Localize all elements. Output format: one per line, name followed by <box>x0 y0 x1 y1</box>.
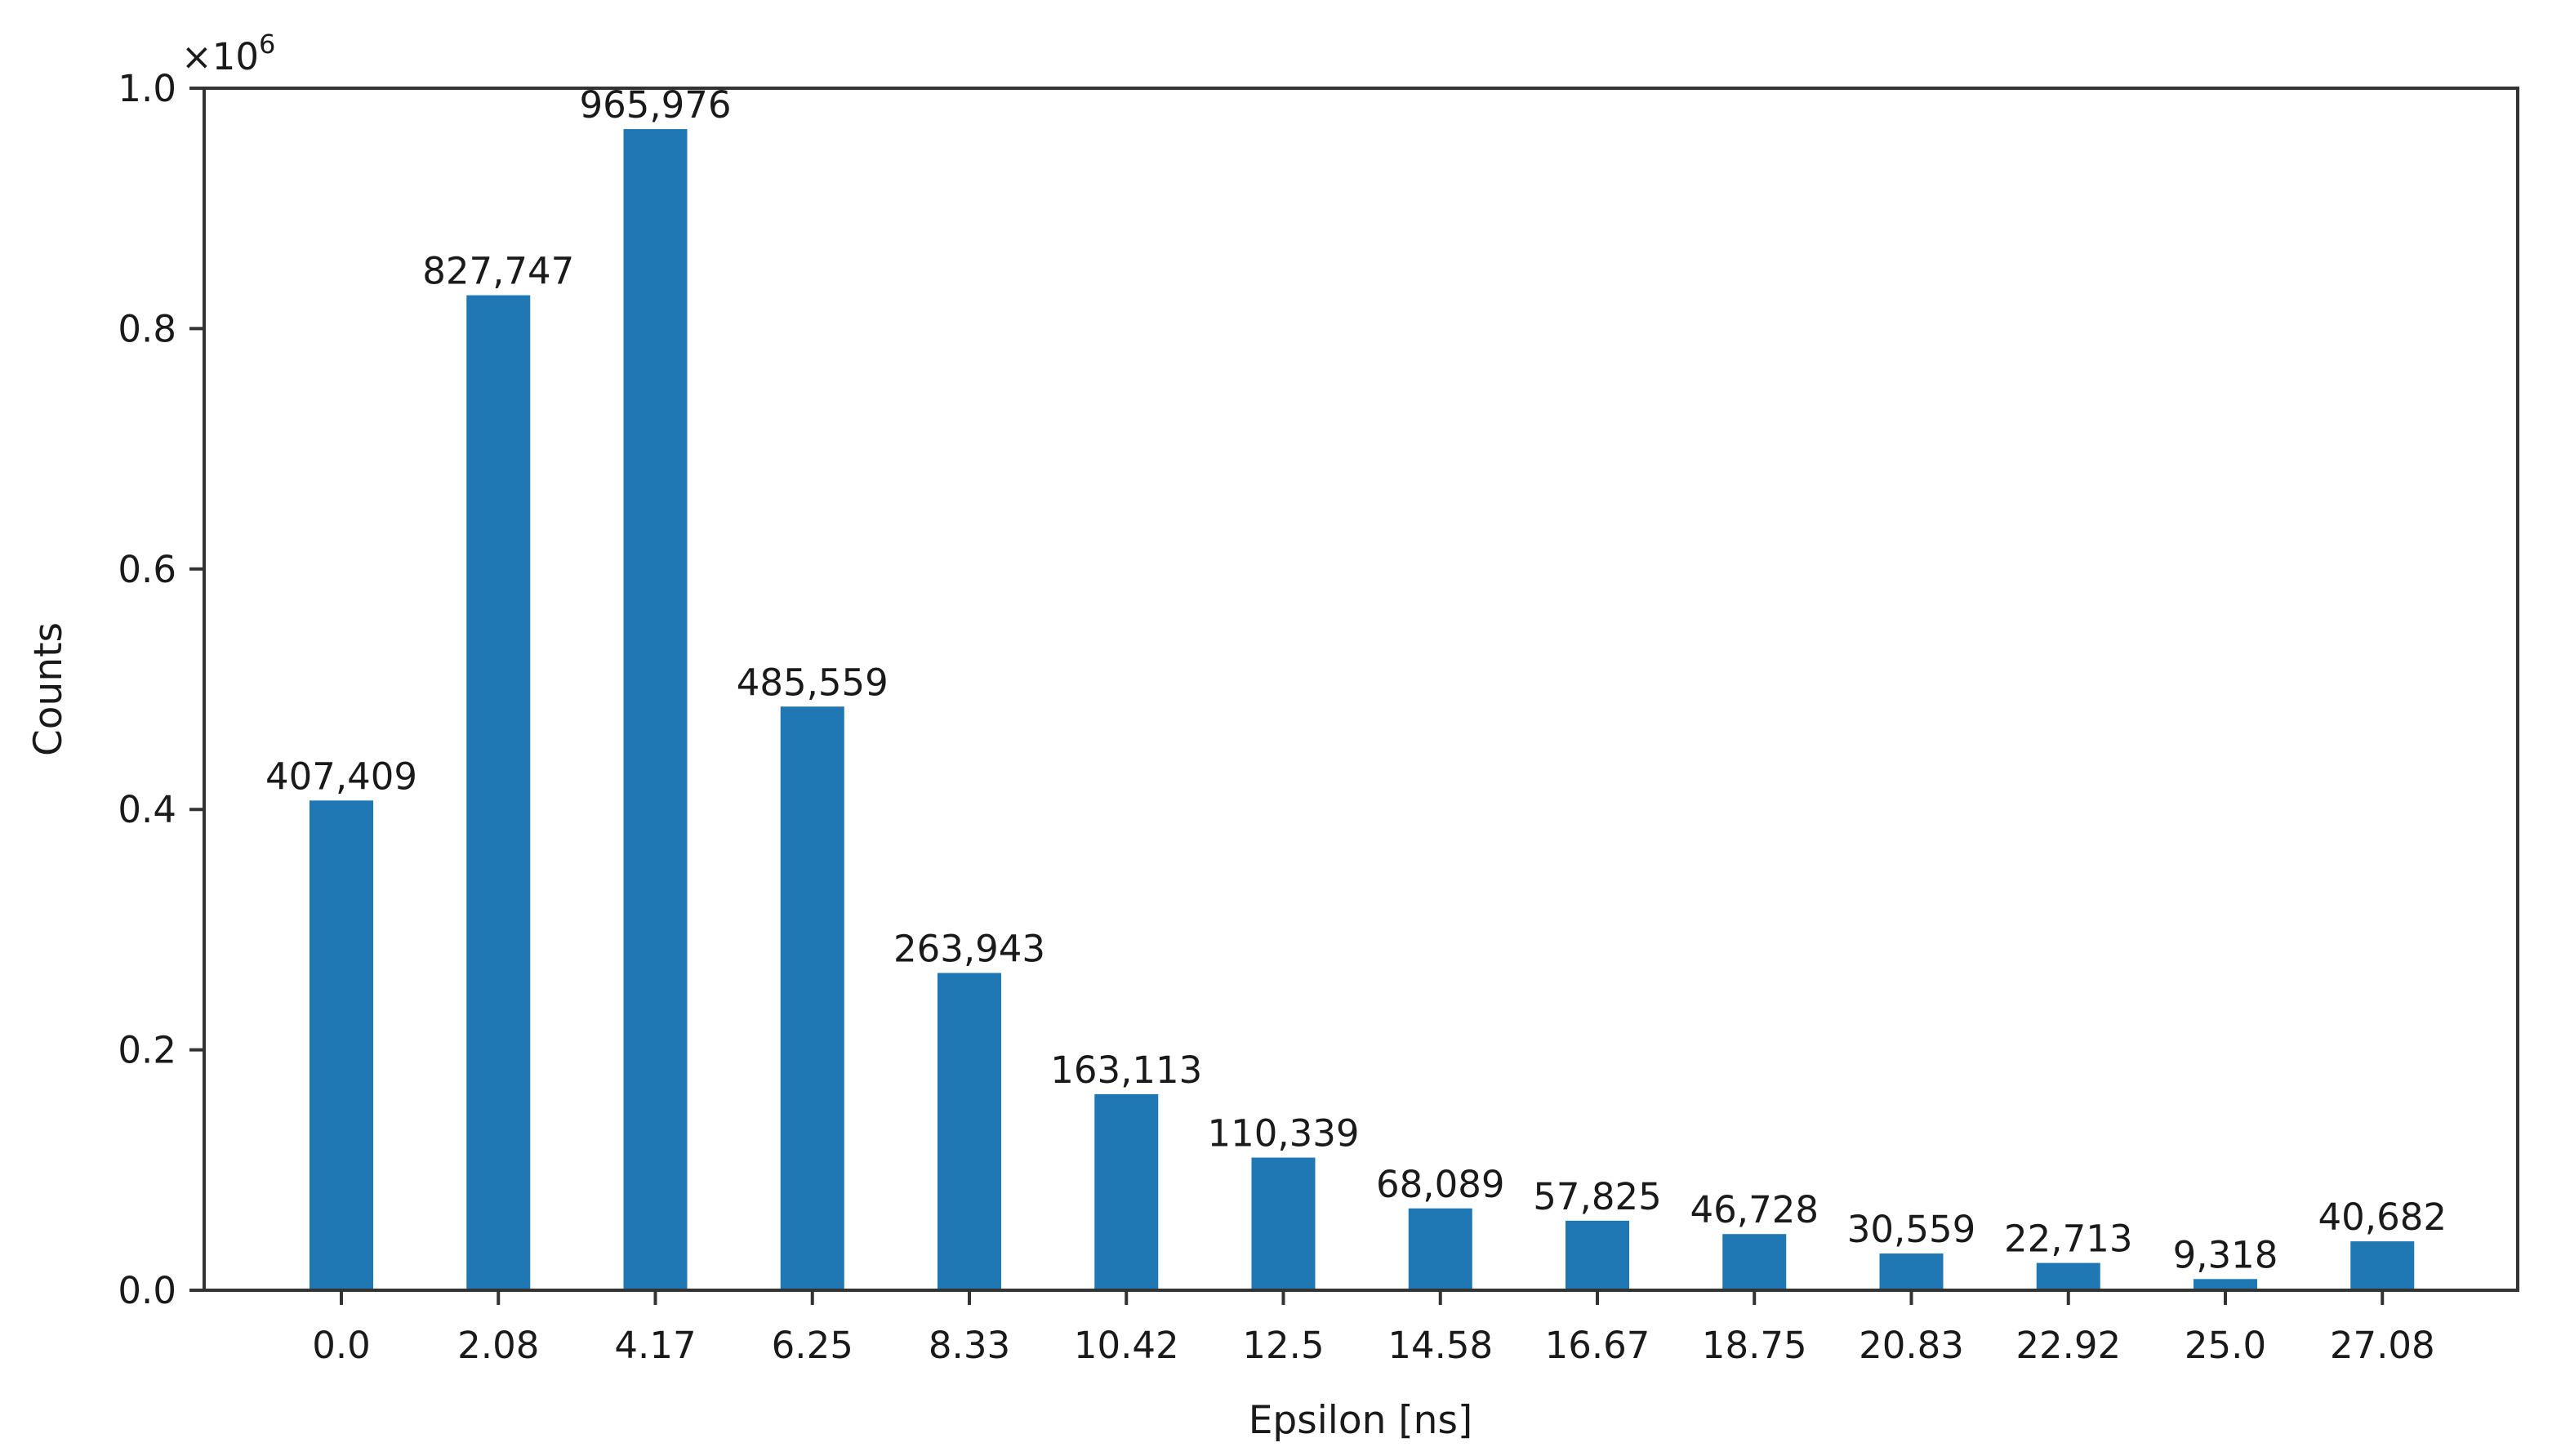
bar-value-label: 40,682 <box>2318 1196 2447 1239</box>
bar-value-label: 9,318 <box>2173 1233 2278 1276</box>
bar <box>2350 1241 2415 1290</box>
bar <box>1879 1253 1944 1290</box>
bar-value-label: 827,747 <box>422 250 574 293</box>
x-ticks-group: 0.0 2.08 4.17 6.25 8.33 10.42 12.5 14.58 16.67 18… <box>312 1290 2435 1367</box>
x-tick-label: 18.75 <box>1702 1324 1807 1367</box>
bar <box>780 706 844 1290</box>
y-tick-label: 0.2 <box>118 1029 176 1072</box>
bar-value-label: 68,089 <box>1376 1163 1504 1206</box>
x-tick-label: 20.83 <box>1859 1324 1964 1367</box>
bar-value-label: 263,943 <box>893 927 1045 970</box>
x-tick-label: 14.58 <box>1387 1324 1493 1367</box>
bar-value-label: 30,559 <box>1847 1208 1975 1251</box>
bar-value-label: 407,409 <box>265 755 417 798</box>
bar <box>2194 1279 2257 1290</box>
plot-border <box>203 87 2519 1292</box>
bar-value-label: 965,976 <box>579 83 731 127</box>
bar <box>310 800 373 1290</box>
y-axis-offset-text: ×106 <box>181 29 275 78</box>
bar-value-label: 110,339 <box>1207 1112 1359 1155</box>
bar-value-label: 46,728 <box>1690 1188 1819 1231</box>
x-tick-label: 10.42 <box>1074 1324 1179 1367</box>
bar <box>938 973 1001 1290</box>
x-tick-label: 6.25 <box>772 1324 853 1367</box>
x-tick-label: 22.92 <box>2015 1324 2121 1367</box>
offset-base: ×10 <box>181 35 259 78</box>
bar <box>623 129 688 1290</box>
y-tick-label: 0.0 <box>118 1269 176 1312</box>
x-tick-label: 25.0 <box>2185 1324 2266 1367</box>
x-tick-label: 4.17 <box>614 1324 696 1367</box>
bar <box>2036 1262 2100 1290</box>
y-tick-label: 1.0 <box>118 67 176 110</box>
y-tick-label: 0.4 <box>118 788 176 831</box>
bar <box>1251 1157 1316 1290</box>
bar <box>466 295 531 1291</box>
bar <box>1094 1093 1159 1290</box>
y-axis-label: Counts <box>26 622 71 756</box>
bar-value-labels-group: 407,409 827,747 965,976 485,559 263,943 163,1… <box>265 83 2447 1276</box>
bar-value-label: 163,113 <box>1050 1049 1202 1092</box>
x-tick-label: 0.0 <box>312 1324 371 1367</box>
offset-exponent: 6 <box>259 29 275 60</box>
bar <box>1566 1220 1629 1290</box>
bar-value-label: 485,559 <box>737 661 889 704</box>
bar <box>1722 1234 1787 1290</box>
bar <box>1408 1208 1472 1290</box>
axes-group <box>203 87 2519 1292</box>
bar-value-label: 57,825 <box>1533 1175 1661 1218</box>
x-tick-label: 16.67 <box>1545 1324 1650 1367</box>
x-tick-label: 12.5 <box>1242 1324 1324 1367</box>
y-tick-label: 0.6 <box>118 548 176 591</box>
x-tick-label: 27.08 <box>2330 1324 2435 1367</box>
bar-value-label: 22,713 <box>2004 1218 2132 1261</box>
x-tick-label: 8.33 <box>929 1324 1010 1367</box>
y-ticks-group: 0.0 0.2 0.4 0.6 0.8 1.0 <box>118 67 204 1312</box>
x-tick-label: 2.08 <box>457 1324 539 1367</box>
y-tick-label: 0.8 <box>118 307 176 350</box>
x-axis-label: Epsilon [ns] <box>1249 1398 1473 1443</box>
bars-group <box>310 129 2415 1291</box>
